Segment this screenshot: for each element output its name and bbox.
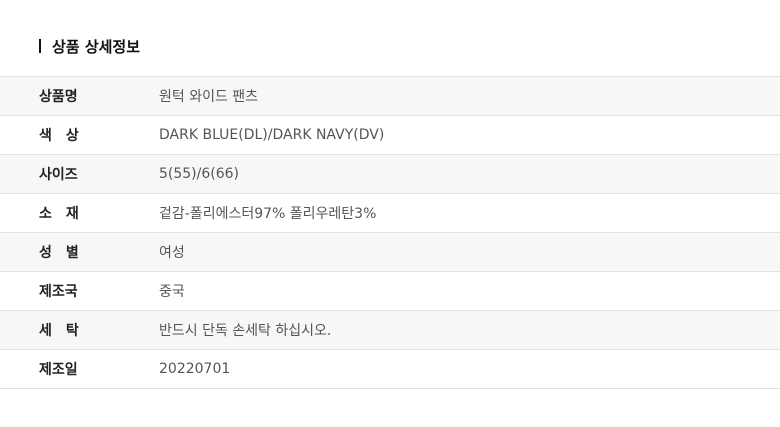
product-detail-table: 상품명 원턱 와이드 팬츠 색 상 DARK BLUE(DL)/DARK NAVY(… [0,76,780,389]
row-value: 여성 [159,245,185,261]
section-title-text: 상품 상세정보 [52,37,141,56]
row-value: 겉감-폴리에스터97% 폴리우레탄3% [159,206,377,222]
row-label: 사이즈 [39,167,78,183]
table-row: 세 탁 반드시 단독 손세탁 하십시오. [0,310,780,350]
row-label: 제조국 [39,284,78,300]
row-label: 소 재 [39,206,79,222]
row-label: 성 별 [39,245,79,261]
table-row: 제조일 20220701 [0,349,780,389]
table-row: 제조국 중국 [0,271,780,311]
row-value: DARK BLUE(DL)/DARK NAVY(DV) [159,127,385,143]
row-label: 세 탁 [39,323,79,339]
row-label: 제조일 [39,362,78,378]
row-value: 20220701 [159,361,231,377]
table-row: 사이즈 5(55)/6(66) [0,154,780,194]
row-label: 색 상 [39,128,79,144]
row-value: 반드시 단독 손세탁 하십시오. [159,323,332,339]
row-value: 원턱 와이드 팬츠 [159,89,259,105]
row-value: 중국 [159,284,185,300]
title-bar-marker [39,39,41,53]
row-value: 5(55)/6(66) [159,166,240,182]
section-title: 상품 상세정보 [39,36,140,56]
table-row: 성 별 여성 [0,232,780,272]
row-label: 상품명 [39,89,78,105]
table-row: 소 재 겉감-폴리에스터97% 폴리우레탄3% [0,193,780,233]
table-row: 상품명 원턱 와이드 팬츠 [0,76,780,116]
table-row: 색 상 DARK BLUE(DL)/DARK NAVY(DV) [0,115,780,155]
